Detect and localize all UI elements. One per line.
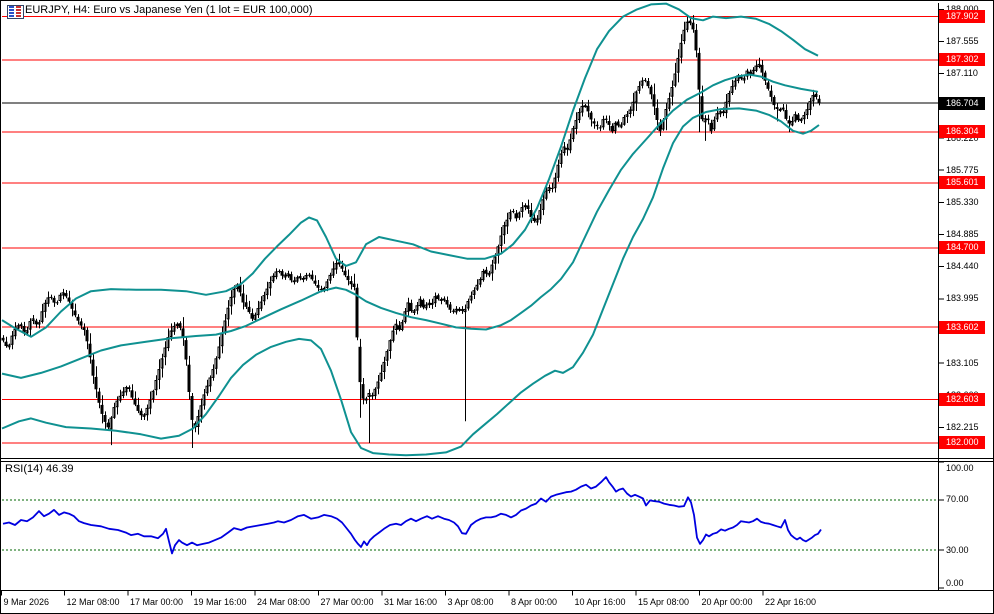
bollinger-middle-band [1, 73, 819, 379]
price-level-tag[interactable]: 182.603 [939, 392, 985, 406]
bollinger-upper-band [1, 2, 819, 338]
price-level-tag[interactable]: 185.601 [939, 176, 985, 190]
price-level-tag[interactable]: 183.602 [939, 320, 985, 334]
candlestick-series [1, 15, 821, 448]
price-level-tag[interactable]: 186.304 [939, 125, 985, 139]
price-level-tag[interactable]: 182.000 [939, 436, 985, 450]
price-level-tag[interactable]: 184.700 [939, 241, 985, 255]
rsi-line [2, 476, 822, 555]
bollinger-lower-band [1, 107, 820, 457]
price-level-tag[interactable]: 187.302 [939, 53, 985, 67]
current-price-tag[interactable]: 186.704 [939, 96, 985, 110]
candle-wicks [3, 15, 820, 448]
price-level-tag[interactable]: 187.902 [939, 10, 985, 23]
